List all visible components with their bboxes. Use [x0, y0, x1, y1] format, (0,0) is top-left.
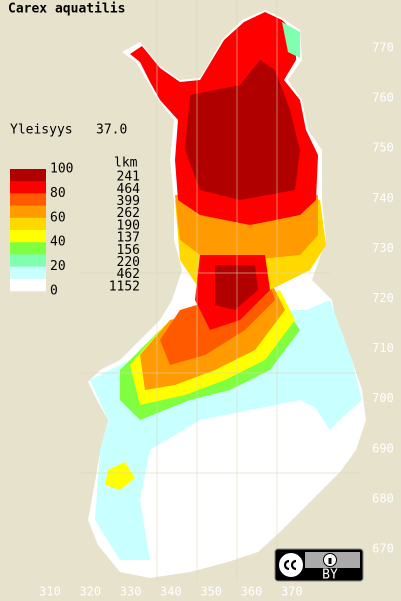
y-coordinate-label: 760: [372, 91, 394, 105]
legend-swatch: [10, 193, 46, 206]
y-coordinate-label: 770: [372, 41, 394, 55]
zone-mint-north: [282, 22, 300, 58]
y-coordinate-label: 680: [372, 491, 394, 505]
license-text: BY: [322, 568, 338, 583]
y-coordinate-label: 750: [372, 141, 394, 155]
frequency-label: Yleisyys: [10, 123, 73, 138]
legend-count: 462: [117, 267, 140, 282]
x-coordinate-label: 370: [281, 585, 303, 599]
y-coordinate-label: 720: [372, 291, 394, 305]
legend-count: 464: [117, 182, 141, 197]
by-glyph: [328, 558, 332, 564]
zone-lightcyan-east: [290, 310, 360, 430]
legend-count-header: lkm: [114, 156, 138, 171]
legend-scale-label: 80: [50, 186, 66, 201]
x-coordinate-label: 310: [39, 585, 61, 599]
legend-swatch: [10, 266, 46, 280]
legend-count: 262: [117, 206, 140, 221]
legend-swatch: [10, 205, 46, 219]
frequency-value: 37.0: [96, 123, 127, 138]
x-coordinate-label: 330: [120, 585, 142, 599]
legend-swatch: [10, 254, 46, 267]
legend-count: 1152: [109, 279, 140, 294]
y-coordinate-label: 670: [372, 542, 394, 556]
legend-scale-label: 60: [50, 210, 66, 225]
y-coordinate-label: 690: [372, 441, 394, 455]
grid-lines: [80, 0, 360, 580]
legend-swatch: [10, 242, 46, 255]
x-coordinate-label: 320: [79, 585, 101, 599]
y-coordinate-label: 730: [372, 241, 394, 255]
legend-scale-label: 0: [50, 284, 58, 299]
legend-count: 241: [117, 170, 140, 185]
legend-count: 190: [117, 218, 140, 233]
zone-darkred-north: [185, 60, 300, 200]
y-coordinate-label: 710: [372, 341, 394, 355]
x-coordinate-label: 360: [241, 585, 263, 599]
title: Carex aquatilis: [8, 2, 125, 17]
legend-swatch: [10, 217, 46, 231]
license-badge: BY: [274, 548, 364, 583]
x-coordinate-label: 350: [200, 585, 222, 599]
y-coordinate-label: 700: [372, 391, 394, 405]
legend-count: 156: [117, 243, 140, 258]
legend-swatch: [10, 278, 46, 292]
legend-scale-label: 40: [50, 235, 66, 250]
y-coordinate-label: 740: [372, 191, 394, 205]
cc-glyph: [283, 559, 297, 571]
legend-count: 137: [117, 231, 140, 246]
zone-yellow-sw: [105, 462, 135, 490]
legend-count: 220: [117, 255, 140, 270]
legend-swatch: [10, 181, 46, 194]
legend-swatch: [10, 230, 46, 243]
zone-darkred-mid: [215, 265, 258, 310]
map-area: [88, 10, 366, 578]
legend-swatch: [10, 169, 46, 182]
legend-scale-label: 20: [50, 259, 66, 274]
x-coordinate-label: 340: [160, 585, 182, 599]
legend-scale-label: 100: [50, 162, 73, 177]
legend-count: 399: [117, 194, 140, 209]
